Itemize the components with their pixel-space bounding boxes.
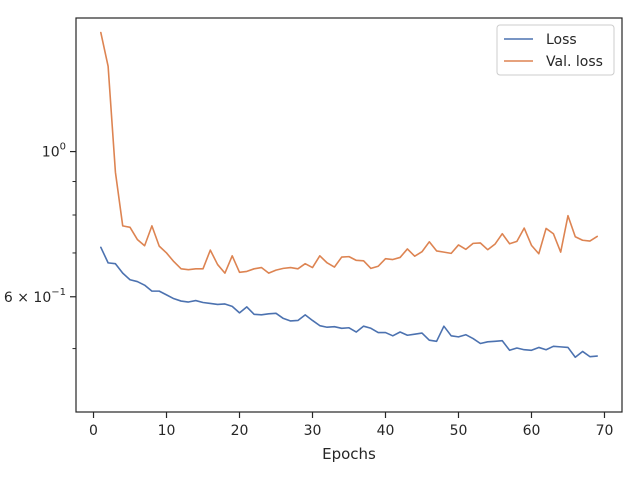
legend-label-loss: Loss bbox=[546, 32, 577, 48]
series-layer bbox=[100, 31, 598, 359]
y-axis: 100 6 × 10−1 bbox=[4, 142, 76, 350]
x-tick-label-30: 30 bbox=[304, 423, 322, 439]
x-tick-label-70: 70 bbox=[596, 423, 614, 439]
plot-area: 0 10 20 30 40 50 60 70 100 6 × 10−1 bbox=[4, 17, 623, 439]
x-tick-label-20: 20 bbox=[231, 423, 249, 439]
legend: Loss Val. loss bbox=[496, 24, 615, 76]
y-tick-label-0: 100 bbox=[42, 142, 66, 161]
x-axis-label: Epochs bbox=[322, 445, 376, 463]
x-tick-label-50: 50 bbox=[450, 423, 468, 439]
x-tick-label-10: 10 bbox=[158, 423, 176, 439]
x-tick-label-0: 0 bbox=[89, 423, 98, 439]
x-axis: 0 10 20 30 40 50 60 70 bbox=[89, 412, 613, 439]
legend-box bbox=[496, 24, 615, 76]
x-tick-label-60: 60 bbox=[523, 423, 541, 439]
series-line-val-loss bbox=[100, 31, 598, 274]
x-tick-label-40: 40 bbox=[377, 423, 395, 439]
axes-frame bbox=[75, 17, 623, 413]
legend-label-val-loss: Val. loss bbox=[546, 54, 603, 70]
y-tick-label-1: 6 × 10−1 bbox=[4, 287, 66, 306]
series-line-loss bbox=[100, 246, 598, 359]
